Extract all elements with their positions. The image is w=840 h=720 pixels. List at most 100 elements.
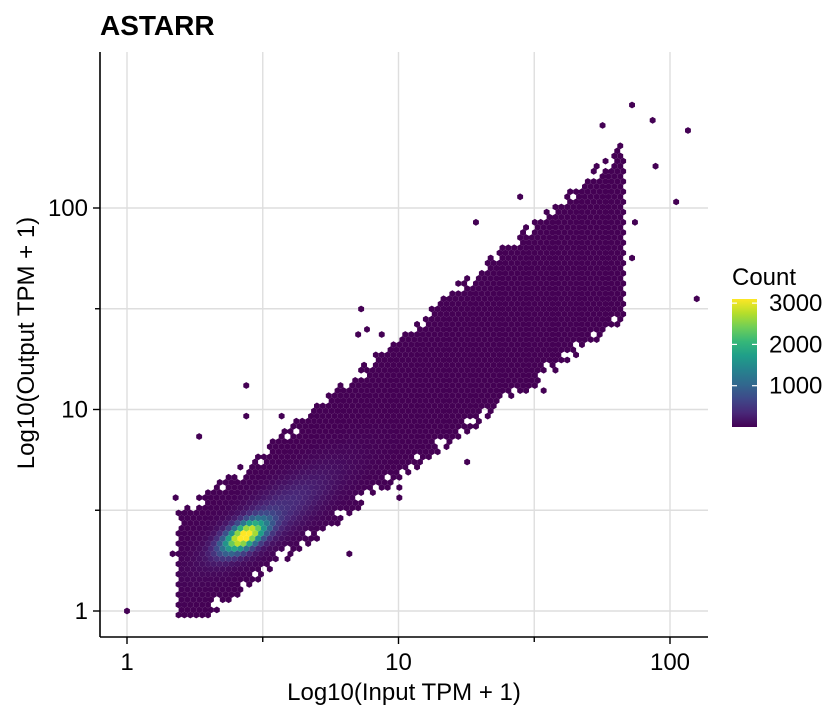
hex-bin (193, 581, 200, 588)
hex-bin (546, 264, 553, 272)
hex-bin (422, 336, 429, 343)
hex-bin (243, 545, 250, 553)
hex-bin (234, 519, 241, 527)
hex-bin (420, 382, 426, 389)
hex-bin (484, 412, 491, 420)
hex-bin (478, 310, 485, 318)
hex-bin (178, 596, 185, 604)
hex-bin (414, 412, 420, 420)
hex-bin (231, 514, 238, 522)
hex-bin (375, 356, 382, 364)
hex-bin (352, 428, 359, 435)
hex-bin (531, 310, 538, 318)
hex-bin (499, 254, 506, 262)
hex-bin (316, 489, 323, 496)
hex-bin (205, 611, 211, 619)
hex-bin (369, 428, 376, 435)
hex-bin (296, 443, 303, 451)
hex-bin (316, 519, 323, 527)
hex-bin (172, 494, 179, 502)
hex-bin (564, 346, 571, 354)
hex-bin (349, 422, 356, 430)
hex-bin (505, 336, 512, 343)
hex-bin (499, 377, 506, 384)
hex-bin (196, 494, 203, 502)
hex-bin (322, 458, 329, 466)
hex-bin (231, 545, 238, 553)
hex-bin (216, 530, 223, 537)
hex-bin (546, 213, 553, 221)
hex-bin (537, 239, 544, 247)
hex-bin (381, 387, 388, 394)
hex-bin (614, 167, 621, 175)
hex-bin (599, 173, 606, 180)
hex-bin (234, 560, 241, 568)
hex-bin (605, 213, 612, 221)
hex-bin (261, 535, 267, 542)
hex-bin (440, 326, 447, 333)
hex-bin (311, 468, 317, 476)
hex-bin (255, 453, 261, 461)
hex-bin (331, 433, 338, 440)
hex-bin (196, 433, 203, 440)
hex-bin (531, 300, 538, 308)
hex-bin (305, 468, 312, 476)
hex-bin (178, 524, 185, 532)
hex-bin (526, 259, 532, 267)
hex-bin (252, 530, 259, 537)
hex-bin (493, 356, 500, 364)
hex-bin (266, 565, 273, 573)
hex-bin (434, 315, 441, 323)
hex-bin (596, 310, 603, 318)
hex-bin (514, 361, 521, 369)
hex-bin (384, 361, 391, 369)
hex-bin (275, 530, 282, 537)
hex-bin (437, 392, 444, 400)
hex-bin (234, 499, 241, 507)
hex-bin (593, 183, 600, 190)
hex-bin (249, 473, 256, 481)
hex-bin (590, 178, 597, 185)
hex-bin (481, 377, 488, 384)
hex-bin (184, 596, 191, 604)
hex-bin (263, 530, 270, 537)
hex-bin (446, 387, 453, 394)
hex-bin (219, 596, 226, 604)
hex-bin (358, 448, 365, 456)
hex-bin (269, 458, 276, 466)
hex-bin (693, 295, 700, 303)
hex-bin (534, 356, 541, 364)
hex-bin (255, 535, 261, 542)
hex-bin (196, 606, 203, 614)
hex-bin (411, 417, 418, 425)
hex-bin (328, 489, 335, 496)
hex-bin (517, 377, 524, 384)
hex-bin (555, 280, 562, 287)
hex-bin (605, 295, 612, 303)
hex-bin (508, 249, 515, 257)
hex-bin (202, 586, 208, 593)
hex-bin (602, 157, 609, 165)
hex-bin (299, 428, 306, 435)
hex-bin (511, 326, 518, 333)
hex-bin (187, 540, 194, 547)
hex-bin (546, 295, 553, 303)
hex-bin (281, 458, 288, 466)
hex-bin (290, 484, 297, 491)
hex-bin (596, 320, 603, 328)
hex-bin (458, 336, 465, 343)
hex-bin (511, 264, 518, 272)
hex-bin (364, 479, 370, 486)
hex-bin (405, 438, 412, 445)
hex-bin (593, 305, 600, 313)
hex-bin (381, 407, 388, 415)
hex-bin (346, 417, 353, 425)
hex-bin (308, 514, 314, 522)
hex-bin (272, 473, 279, 481)
hex-bin (496, 361, 503, 369)
hex-bin (470, 326, 476, 333)
hex-bin (296, 484, 303, 491)
hex-bin (281, 540, 288, 547)
hex-bin (461, 331, 468, 338)
hex-bin (255, 473, 261, 481)
